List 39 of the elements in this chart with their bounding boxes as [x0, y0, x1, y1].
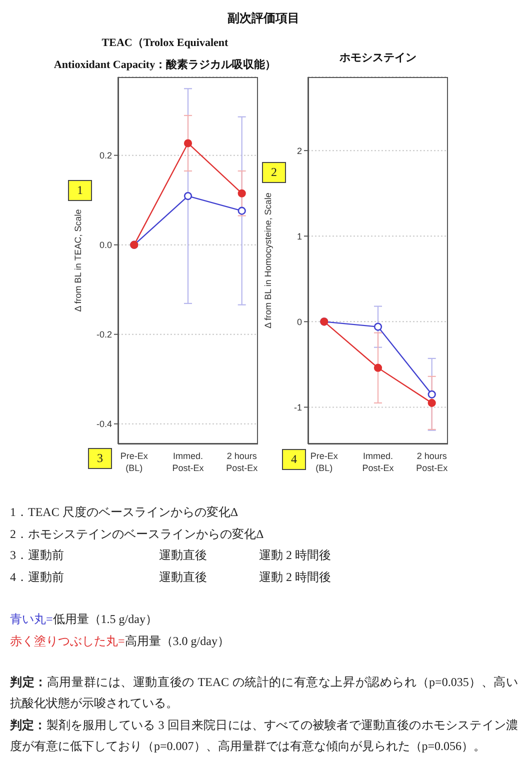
point [428, 398, 436, 407]
x-tick-label: Immed. Post-Ex [362, 451, 394, 473]
x-tick-label: 2 hours Post-Ex [226, 451, 258, 473]
y-axis-title: Δ from BL in TEAC, Scale [73, 209, 83, 312]
text: 3 [88, 448, 112, 469]
x-tick-label: Immed. Post-Ex [172, 451, 204, 473]
x-tick-label: Pre-Ex (BL) [310, 451, 338, 473]
y-tick-label: -0.2 [96, 330, 112, 340]
point [238, 206, 246, 215]
text: 3．運動前 運動直後 運動 2 時間後 [10, 548, 331, 562]
text: 2．ホモシステインのベースラインからの変化Δ [10, 526, 264, 543]
point [428, 390, 436, 398]
y-axis-title: Δ from BL in Homocysteine, Scale [263, 192, 273, 328]
text: 判定：製剤を服用している 3 回目来院日には、すべての被験者で運動直後のホモシステイン濃度が有意に低下しており（p=0.007）、高用量群では有意な傾向が見られた（p=0.056）。 [10, 718, 518, 754]
y-tick-label: 0.2 [99, 150, 112, 161]
text: 1 [68, 180, 92, 201]
point [184, 192, 192, 200]
text: 4．運動前 運動直後 運動 2 時間後 [10, 570, 331, 584]
chart-title: ホモシステイン [340, 52, 416, 64]
text: 判定：高用量群には、運動直後の TEAC の統計的に有意な上昇が認められ（p=0.035）、高い抗酸化状態が示唆されている。 [10, 674, 518, 710]
x-tick-label: 2 hours Post-Ex [416, 451, 448, 473]
x-tick-label: Pre-Ex (BL) [120, 451, 148, 473]
y-tick-label: 0.0 [99, 240, 112, 250]
text: 赤く塗りつぶした丸=高用量（3.0 g/day） [10, 634, 230, 648]
text: 2 [262, 162, 286, 183]
point [374, 322, 382, 331]
text: 青い丸=低用量（1.5 g/day） [10, 612, 158, 626]
point [184, 139, 192, 148]
y-tick-label: 2 [296, 146, 302, 156]
text: 副次評価項目 [226, 10, 300, 27]
point [238, 189, 246, 198]
text: 1．TEAC 尺度のベースラインからの変化Δ [10, 504, 238, 521]
y-tick-label: -0.4 [96, 419, 112, 430]
chart-title: TEAC（Trolox Equivalent Antioxidant Capacity：酸素ラジカル吸収能） [52, 36, 278, 73]
y-tick-label: 0 [296, 316, 302, 327]
y-tick-label: -1 [294, 402, 302, 412]
y-tick-label: 1 [296, 231, 302, 242]
text: 4 [282, 449, 306, 470]
point [374, 364, 382, 372]
